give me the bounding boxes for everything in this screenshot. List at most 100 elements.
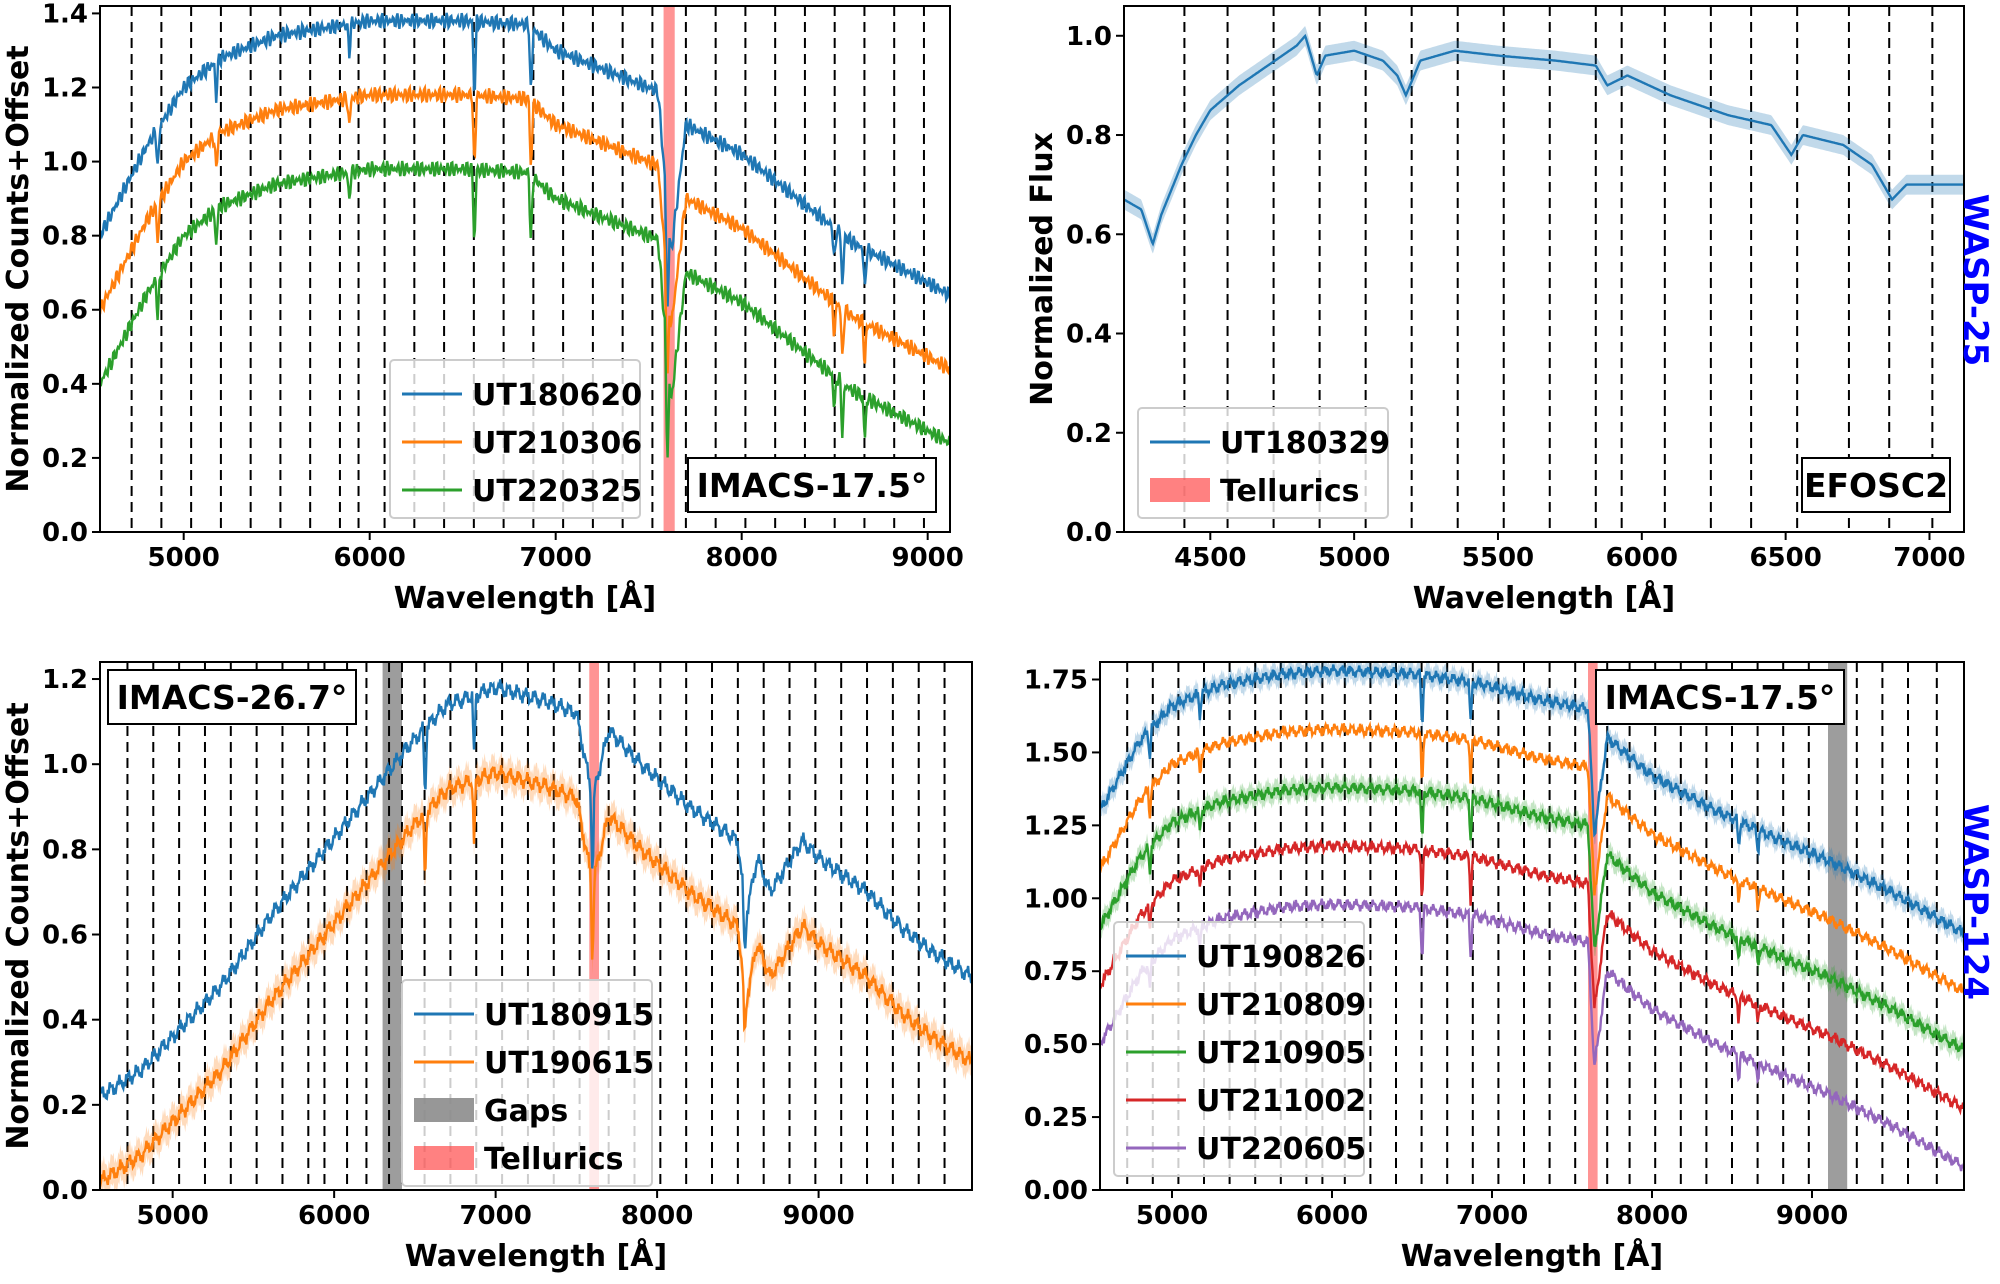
error-band — [1124, 26, 1964, 254]
series-line — [1124, 33, 1964, 247]
series-line — [1100, 837, 1964, 1116]
legend-box — [401, 979, 653, 1187]
x-tick-label: 5000 — [1136, 1201, 1208, 1231]
x-axis-label: Wavelength [Å] — [1401, 1237, 1663, 1274]
x-tick-label: 5000 — [136, 1201, 208, 1231]
legend-swatch — [1150, 478, 1210, 502]
y-tick-label: 0.8 — [42, 835, 88, 865]
series-line — [1100, 897, 1964, 1172]
x-tick-label: 6500 — [1749, 543, 1821, 573]
x-axis-label: Wavelength [Å] — [1413, 579, 1675, 616]
y-tick-label: 1.75 — [1024, 666, 1088, 696]
y-tick-label: 0.50 — [1024, 1030, 1088, 1060]
y-tick-label: 1.2 — [42, 665, 88, 695]
series-line — [1100, 781, 1964, 1053]
x-tick-label: 8000 — [621, 1201, 693, 1231]
y-tick-label: 1.2 — [42, 73, 88, 103]
gap-band — [382, 662, 402, 1190]
instrument-label: IMACS-17.5° — [1605, 678, 1836, 717]
y-tick-label: 1.4 — [42, 0, 88, 29]
y-tick-label: 0.4 — [42, 1006, 88, 1036]
x-axis-label: Wavelength [Å] — [405, 1237, 667, 1274]
y-tick-label: 0.6 — [42, 296, 88, 326]
x-tick-label: 6000 — [298, 1201, 370, 1231]
legend-swatch — [414, 1098, 474, 1122]
y-tick-label: 0.8 — [1066, 121, 1112, 151]
instrument-box — [687, 457, 937, 513]
x-tick-label: 5000 — [1318, 543, 1390, 573]
legend: UT180329 Tellurics — [1137, 407, 1390, 519]
x-axis-label: Wavelength [Å] — [394, 579, 656, 616]
x-tick-label: 9000 — [1776, 1201, 1848, 1231]
y-tick-label: 0.2 — [42, 444, 88, 474]
y-tick-label: 0.75 — [1024, 957, 1088, 987]
legend-label: UT190826 — [1196, 940, 1366, 975]
y-tick-label: 1.0 — [1066, 22, 1112, 52]
x-tick-label: 9000 — [891, 543, 963, 573]
series-line — [100, 83, 950, 376]
y-tick-label: 1.0 — [42, 148, 88, 178]
legend-label: UT180620 — [472, 378, 642, 413]
legend: UT180915 UT190615 Gaps Tellurics — [401, 979, 654, 1187]
y-tick-label: 0.4 — [42, 370, 88, 400]
panel-bottom-left: 5000 6000 7000 8000 9000 0.0 0.2 0.4 0.6 0.8 1.0 1.… — [1, 661, 973, 1274]
plot-area — [100, 662, 972, 1190]
legend-box — [389, 359, 641, 519]
series-line — [1100, 720, 1964, 994]
y-tick-label: 0.2 — [42, 1091, 88, 1121]
y-tick-label: 0.0 — [1066, 518, 1112, 548]
x-tick-label: 7000 — [1456, 1201, 1528, 1231]
x-tick-label: 6000 — [334, 543, 406, 573]
instrument-label: IMACS-17.5° — [697, 466, 928, 505]
series-line — [100, 679, 972, 1101]
instrument-box — [1595, 669, 1845, 725]
legend-label: UT180329 — [1220, 426, 1390, 461]
plot-area — [1124, 6, 1964, 532]
legend-label: Tellurics — [1220, 474, 1359, 509]
series-line — [100, 158, 950, 458]
series-line — [100, 765, 972, 1187]
legend-label: UT210905 — [1196, 1036, 1366, 1071]
axes-frame — [99, 661, 973, 1191]
y-tick-label: 1.50 — [1024, 738, 1088, 768]
y-tick-label: 0.6 — [1066, 220, 1112, 250]
x-tick-label: 6000 — [1606, 543, 1678, 573]
legend-label: UT210809 — [1196, 988, 1366, 1023]
legend-label: UT180915 — [484, 998, 654, 1033]
legend-label: Tellurics — [484, 1142, 623, 1177]
x-tick-label: 7000 — [459, 1201, 531, 1231]
axes-frame — [99, 5, 951, 533]
y-axis-label: Normalized Counts+Offset — [1, 45, 36, 492]
x-tick-label: 8000 — [1616, 1201, 1688, 1231]
x-tick-label: 5500 — [1462, 543, 1534, 573]
legend-label: UT190615 — [484, 1046, 654, 1081]
legend-label: UT220325 — [472, 474, 642, 509]
legend: UT180620 UT210306 UT220325 — [389, 359, 642, 519]
y-tick-label: 0.2 — [1066, 419, 1112, 449]
x-tick-label: 4500 — [1174, 543, 1246, 573]
panel-bottom-right: 5000 6000 7000 8000 9000 0.00 0.25 0.50 0.75 1.00… — [1024, 661, 1965, 1274]
y-tick-label: 0.0 — [42, 1176, 88, 1206]
y-tick-label: 0.00 — [1024, 1176, 1088, 1206]
series-line — [100, 11, 950, 307]
legend-label: UT220605 — [1196, 1132, 1366, 1167]
instrument-box — [107, 669, 357, 725]
legend-swatch — [414, 1146, 474, 1170]
x-tick-label: 7000 — [1893, 543, 1965, 573]
y-tick-label: 0.4 — [1066, 320, 1112, 350]
x-tick-label: 9000 — [782, 1201, 854, 1231]
y-tick-label: 0.0 — [42, 518, 88, 548]
x-tick-label: 6000 — [1296, 1201, 1368, 1231]
axes-frame — [1123, 5, 1965, 533]
y-axis-label: Normalized Flux — [1025, 132, 1060, 406]
y-tick-label: 0.8 — [42, 222, 88, 252]
y-axis-label: Normalized Counts+Offset — [1, 702, 36, 1149]
y-tick-label: 1.00 — [1024, 884, 1088, 914]
y-tick-label: 0.6 — [42, 921, 88, 951]
x-tick-label: 5000 — [148, 543, 220, 573]
legend: UT190826 UT210809 UT210905 UT211002 UT220605 — [1113, 921, 1366, 1177]
panel-top-left: 5000 6000 7000 8000 9000 0.0 0.2 0.4 0.6 0.8 1.0 1.… — [1, 0, 964, 616]
legend-label: UT210306 — [472, 426, 642, 461]
target-label-bottom: WASP-124 — [1955, 804, 1995, 1000]
